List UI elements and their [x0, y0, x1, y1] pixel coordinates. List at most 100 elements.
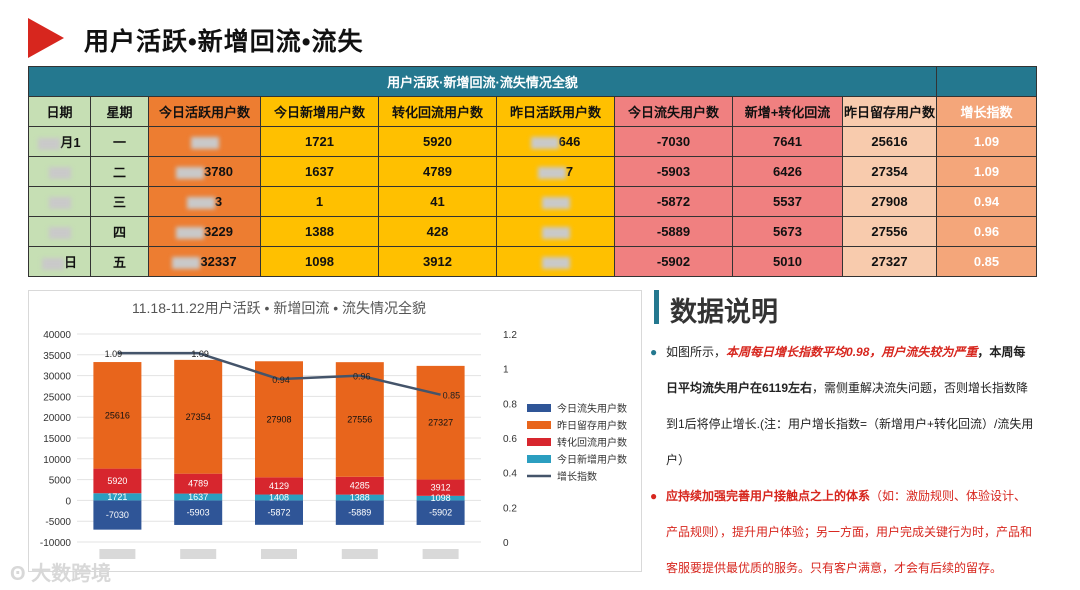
cell-value: 6426 — [773, 164, 802, 179]
cell-retained: 27556 — [842, 216, 937, 247]
cell-value: 0.96 — [973, 224, 1000, 239]
note-1-highlight: 本周每日增长指数平均0.98，用户流失较为严重 — [726, 345, 978, 359]
header-retained: 昨日留存用户数 — [842, 96, 937, 127]
redacted-mask — [38, 137, 61, 150]
cell-new-plus-converted: 6426 — [732, 156, 843, 187]
cell-growth: 0.94 — [936, 186, 1037, 217]
label-new: 1408 — [269, 492, 289, 502]
bar-converted — [174, 473, 223, 494]
legend-swatch — [527, 404, 551, 412]
watermark-text: 大数跨境 — [31, 563, 112, 585]
cell-value: 646 — [558, 134, 581, 149]
note-1-bold: ，本周每日平均流失用户在6119左右 — [666, 345, 1026, 395]
cell-value: 27327 — [871, 254, 908, 269]
cell-growth: 1.09 — [936, 156, 1037, 187]
cell-retained: 27327 — [842, 246, 937, 277]
label-retained: 27354 — [186, 412, 211, 422]
page-title: 用户活跃•新增回流•流失 — [84, 28, 364, 56]
cell-value: 1.09 — [973, 164, 1000, 179]
cell-value: 27354 — [871, 164, 908, 179]
bar-lost — [255, 500, 303, 525]
cell-date — [28, 156, 91, 187]
cell-value: 428 — [426, 224, 449, 239]
cell-value: 1098 — [305, 254, 334, 269]
cell-active: 3 — [148, 186, 261, 217]
bar-lost — [174, 500, 223, 525]
y2-tick-label: 0.2 — [503, 503, 517, 514]
bar-retained — [335, 362, 384, 477]
redacted-mask — [537, 166, 566, 179]
cell-value: 25616 — [871, 134, 908, 149]
bar-retained — [255, 361, 303, 478]
y-tick-label: 15000 — [43, 434, 71, 445]
bar-lost — [335, 500, 384, 525]
cell-value: 5920 — [423, 134, 452, 149]
note-paragraph-2: ● 应持续加强完善用户接触点之上的体系（如：激励规则、体验设计、产品规则），提升… — [648, 478, 1036, 586]
cell-value: 0.85 — [973, 254, 1000, 269]
label-retained: 27327 — [428, 418, 453, 428]
user-stats-table: 用户活跃·新增回流·流失情况全貌 日期 星期 今日活跃用户数 今日新增用户数 转… — [28, 66, 1037, 277]
y-tick-label: -10000 — [40, 538, 72, 549]
label-converted: 4285 — [350, 481, 370, 491]
growth-point-label: 0.96 — [353, 372, 371, 382]
cell-new-plus-converted: 5673 — [732, 216, 843, 247]
header-new-plus-converted: 新增+转化回流 — [732, 96, 843, 127]
table-caption-end — [936, 66, 1037, 97]
watermark-logo-icon: ʘ — [10, 563, 32, 585]
label-new: 1388 — [350, 493, 370, 503]
cell-date — [28, 186, 91, 217]
growth-point-label: 1.09 — [191, 349, 209, 359]
notes-accent-bar — [654, 290, 659, 324]
label-retained: 25616 — [105, 410, 130, 420]
bar-retained — [174, 359, 223, 474]
y-tick-label: 35000 — [43, 351, 71, 362]
category-label-mask — [180, 549, 217, 559]
cell-value: 3912 — [423, 254, 452, 269]
y2-tick-label: 0.6 — [503, 434, 517, 445]
redacted-mask — [190, 136, 219, 149]
bullet-icon: ● — [650, 345, 658, 359]
cell-converted: 4789 — [378, 156, 497, 187]
redacted-mask — [172, 256, 201, 269]
legend-label: 昨日留存用户数 — [557, 419, 627, 432]
cell-value: 1.09 — [973, 134, 1000, 149]
y2-tick-label: 0.8 — [503, 399, 517, 410]
legend-label: 转化回流用户数 — [557, 436, 627, 449]
cell-value: 三 — [112, 195, 126, 210]
cell-weekday: 三 — [90, 186, 149, 217]
cell-value: 1 — [315, 194, 324, 209]
note-2-lead: 应持续加强完善用户接触点之上的体系 — [666, 489, 871, 503]
cell-new-plus-converted: 5010 — [732, 246, 843, 277]
cell-value: 4789 — [423, 164, 452, 179]
header-date: 日期 — [28, 96, 91, 127]
cell-value: -5872 — [656, 194, 691, 209]
legend-label: 今日新增用户数 — [557, 453, 627, 466]
redacted-mask — [186, 196, 215, 209]
cell-growth: 0.96 — [936, 216, 1037, 247]
label-lost: -5902 — [429, 508, 452, 518]
bar-lost — [416, 500, 465, 525]
header-lost: 今日流失用户数 — [614, 96, 733, 127]
y-tick-label: 40000 — [43, 330, 71, 341]
cell-converted: 428 — [378, 216, 497, 247]
cell-value: 1637 — [305, 164, 334, 179]
table-row: 三 3 1 41 -5872 5537 27908 0.94 — [28, 186, 1037, 217]
cell-lost: -5902 — [614, 246, 733, 277]
note-1-rest: ，需侧重解决流失问题，否则增长指数降到1后将停止增长.(注：用户增长指数=（新增… — [666, 381, 1034, 467]
cell-growth: 1.09 — [936, 126, 1037, 157]
cell-value: 27908 — [871, 194, 908, 209]
cell-value: 32337 — [200, 254, 237, 269]
label-retained: 27908 — [266, 414, 291, 424]
y2-tick-label: 0 — [503, 538, 509, 549]
label-lost: -7030 — [106, 510, 129, 520]
label-new: 1721 — [107, 492, 127, 502]
label-converted: 4129 — [269, 481, 289, 491]
combo-chart: 11.18-11.22用户活跃 • 新增回流 • 流失情况全貌 40000 3500… — [40, 300, 627, 559]
cell-date: 日 — [28, 246, 91, 277]
cell-value: 3229 — [204, 224, 233, 239]
cell-value: 7 — [565, 164, 574, 179]
cell-value: 日 — [63, 255, 77, 270]
cell-value: -5889 — [656, 224, 691, 239]
cell-yesterday-active — [496, 186, 615, 217]
cell-retained: 25616 — [842, 126, 937, 157]
